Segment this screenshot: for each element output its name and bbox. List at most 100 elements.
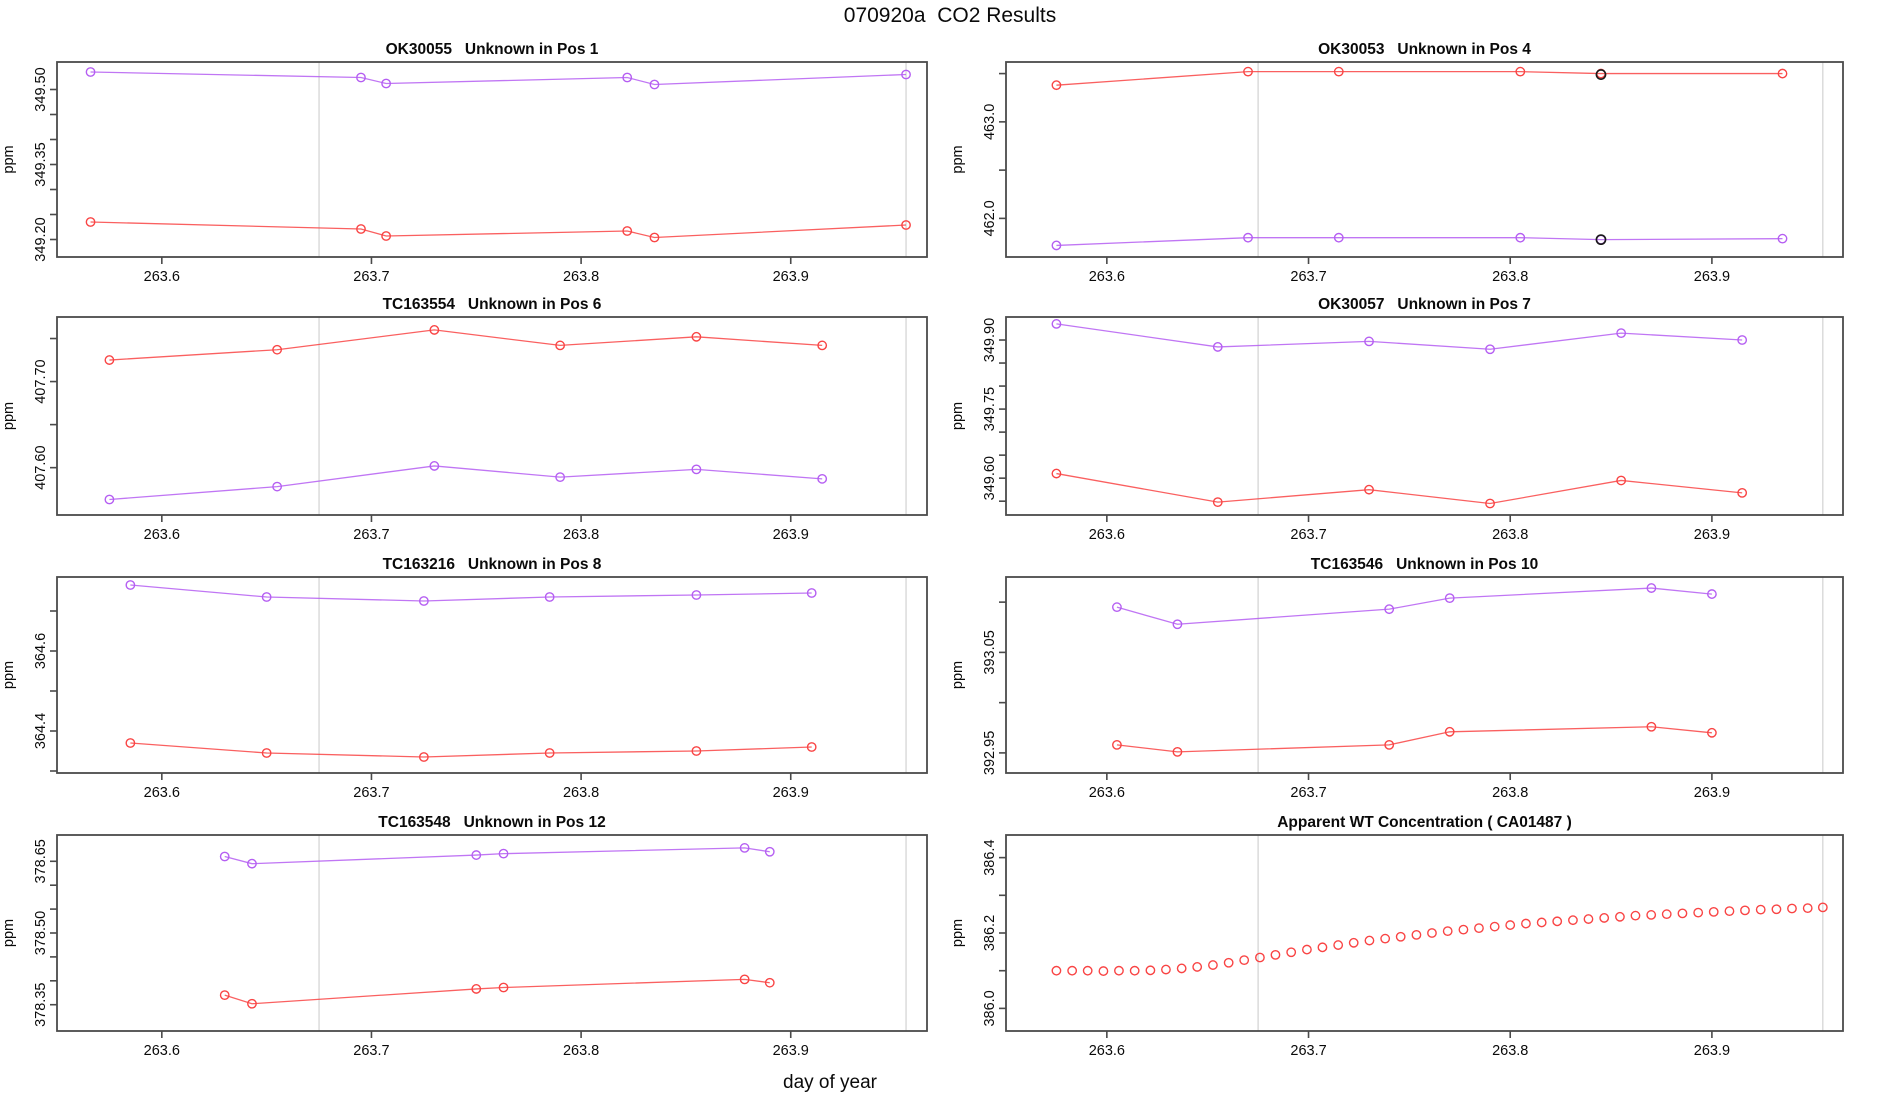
data-point-red [381, 231, 392, 241]
panel-title: TC163548 Unknown in Pos 12 [378, 814, 605, 831]
data-point-red [1333, 66, 1344, 77]
data-point-red [1552, 916, 1563, 927]
x-tick-label: 263.9 [773, 269, 809, 285]
flagged-data-point [1595, 69, 1607, 80]
data-point-red [1114, 965, 1124, 976]
data-point-red [471, 984, 482, 994]
y-axis-label: ppm [950, 919, 966, 947]
panel-title: OK30053 Unknown in Pos 4 [1318, 41, 1531, 58]
series-line-red [1116, 726, 1712, 753]
data-point-red [1172, 746, 1183, 757]
data-point-red [1145, 965, 1156, 976]
series-line-purple [90, 71, 907, 86]
data-point-red [1616, 475, 1627, 486]
y-tick-label: 364.6 [33, 633, 49, 669]
data-point-red [1098, 966, 1109, 976]
data-point-purple [85, 67, 96, 77]
data-point-purple [498, 848, 509, 859]
data-point-red [1395, 931, 1406, 942]
panel-border [1005, 576, 1844, 774]
data-point-red [817, 340, 828, 351]
data-point-red [498, 982, 509, 993]
y-tick-label: 378.65 [33, 839, 49, 883]
x-tick-label: 263.9 [1694, 527, 1730, 543]
chart-panel: 263.6 263.7 263.8 263.9 386.0 386.2 386.4 ppm Ap… [950, 814, 1844, 1059]
data-point-red [1787, 903, 1797, 914]
data-point-purple [219, 851, 230, 862]
data-point-red [739, 974, 750, 985]
data-point-purple [261, 592, 272, 602]
data-point-red [622, 226, 633, 236]
x-tick-label: 263.6 [144, 527, 180, 543]
data-point-purple [1737, 335, 1748, 345]
series-line-purple [224, 847, 770, 865]
y-axis-label: ppm [1, 919, 17, 947]
data-point-purple [1212, 342, 1223, 352]
data-point-red [1427, 928, 1437, 938]
data-point-red [1243, 66, 1253, 77]
y-tick-label: 462.0 [982, 200, 998, 236]
data-point-purple [1051, 319, 1062, 329]
data-point-red [1802, 903, 1813, 914]
x-tick-label: 263.7 [353, 527, 389, 543]
x-tick-label: 263.6 [1089, 527, 1125, 543]
data-point-purple [1444, 593, 1455, 604]
y-tick-label: 378.35 [33, 983, 49, 1027]
data-point-purple [764, 846, 775, 857]
data-point-red [555, 340, 566, 351]
data-point-red [1485, 498, 1495, 509]
chart-panel: 263.6 263.7 263.8 263.9 364.4 364.6 ppm TC16321… [1, 556, 928, 801]
x-tick-label: 263.8 [1492, 269, 1528, 285]
data-point-purple [356, 72, 366, 83]
panel-border [56, 61, 928, 258]
data-point-red [1740, 905, 1750, 916]
data-point-purple [104, 494, 115, 505]
data-point-red [1239, 955, 1250, 966]
data-point-red [1646, 721, 1657, 732]
chart-panel: 263.6 263.7 263.8 263.9 462.0 463.0 ppm OK30053… [950, 41, 1844, 285]
data-point-red [1051, 80, 1062, 91]
data-point-purple [739, 843, 750, 853]
y-tick-label: 349.60 [982, 456, 998, 500]
x-tick-label: 263.7 [1290, 785, 1326, 801]
data-point-purple [1384, 604, 1395, 615]
x-tick-label: 263.8 [1492, 785, 1528, 801]
x-tick-label: 263.7 [1290, 269, 1326, 285]
data-point-purple [1646, 583, 1657, 593]
panel-title: OK30057 Unknown in Pos 7 [1318, 296, 1531, 313]
data-point-red [1708, 906, 1719, 917]
data-point-red [1777, 68, 1788, 79]
data-point-purple [1515, 232, 1526, 243]
panel-title: OK30055 Unknown in Pos 1 [386, 41, 599, 58]
data-point-red [1724, 906, 1735, 917]
data-point-red [85, 217, 96, 227]
x-tick-label: 263.7 [1290, 1043, 1326, 1059]
chart-panel: 263.6 263.7 263.8 263.9 407.60 407.70 ppm TC163… [1, 296, 928, 543]
y-tick-label: 349.50 [33, 67, 49, 111]
data-point-red [1051, 965, 1062, 976]
data-point-purple [1243, 232, 1253, 243]
y-tick-label: 392.95 [982, 731, 998, 775]
y-tick-label: 393.05 [982, 630, 998, 674]
x-tick-label: 263.9 [773, 1043, 809, 1059]
data-point-purple [1172, 619, 1183, 630]
series-line-red [224, 978, 770, 1005]
y-axis-label: ppm [1, 402, 17, 430]
data-point-red [1212, 497, 1223, 508]
x-axis-label: day of year [783, 1072, 877, 1093]
data-point-red [1129, 965, 1140, 976]
series-line-red [1056, 71, 1783, 86]
data-point-red [1693, 907, 1704, 918]
panel-border [1005, 61, 1844, 258]
data-point-red [1444, 726, 1455, 737]
chart-panel: 263.6 263.7 263.8 263.9 392.95 393.05 ppm TC163… [950, 556, 1844, 801]
y-tick-label: 349.20 [33, 217, 49, 261]
data-point-red [1599, 913, 1610, 923]
data-point-red [1067, 965, 1078, 976]
data-point-purple [817, 473, 828, 484]
series-line-purple [109, 465, 823, 501]
data-point-purple [1112, 602, 1122, 613]
y-tick-label: 386.0 [982, 990, 998, 1026]
data-point-red [691, 331, 702, 342]
